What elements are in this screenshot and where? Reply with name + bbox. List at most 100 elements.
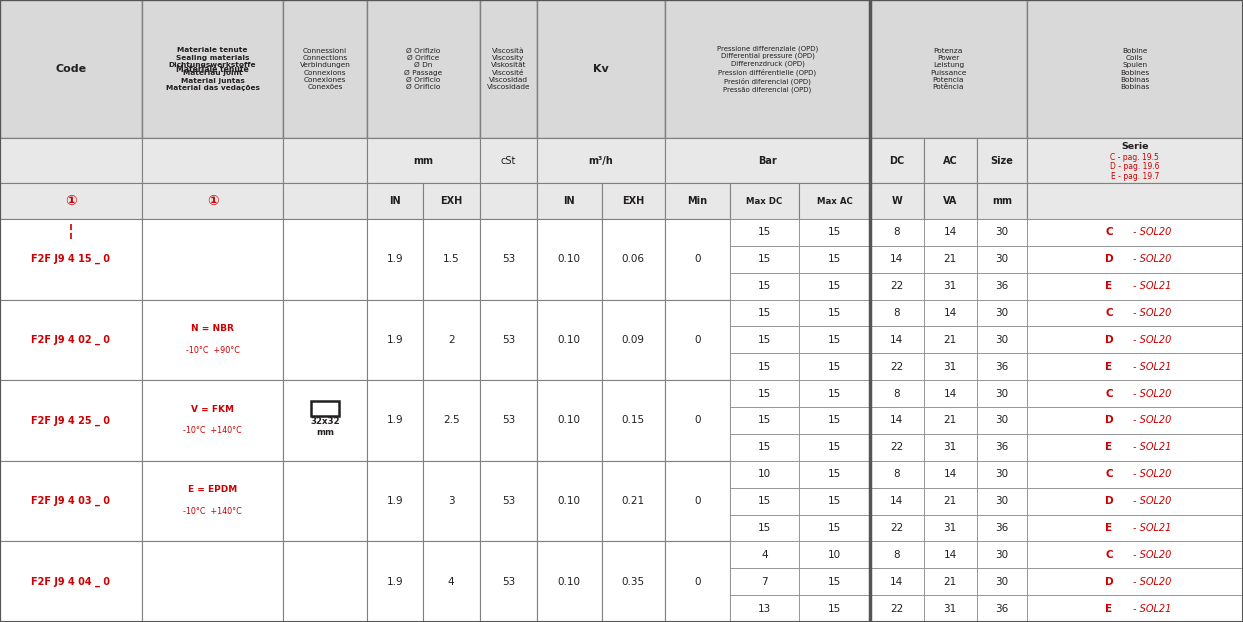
- Bar: [799, 569, 870, 595]
- Bar: [1027, 327, 1243, 353]
- Bar: [870, 461, 924, 488]
- Bar: [0, 219, 142, 300]
- Text: 15: 15: [828, 523, 842, 533]
- Bar: [665, 183, 730, 219]
- Text: 31: 31: [943, 603, 957, 613]
- Text: 3: 3: [447, 496, 455, 506]
- Bar: [1027, 246, 1243, 272]
- Bar: [537, 300, 602, 380]
- Bar: [367, 219, 423, 300]
- Text: DC: DC: [889, 156, 905, 166]
- Text: 15: 15: [758, 389, 771, 399]
- Text: 22: 22: [890, 281, 904, 291]
- Bar: [730, 514, 799, 541]
- Text: 8: 8: [894, 389, 900, 399]
- Text: 21: 21: [943, 577, 957, 587]
- Text: 14: 14: [943, 389, 957, 399]
- Text: -10°C  +90°C: -10°C +90°C: [185, 346, 240, 355]
- Text: - SOL20: - SOL20: [1132, 254, 1171, 264]
- Bar: [602, 300, 665, 380]
- Text: m³/h: m³/h: [589, 156, 613, 166]
- Bar: [283, 219, 367, 300]
- Bar: [924, 461, 977, 488]
- Text: 30: 30: [996, 469, 1008, 479]
- Text: - SOL21: - SOL21: [1132, 442, 1171, 452]
- Text: 14: 14: [890, 335, 904, 345]
- Text: -10°C  +140°C: -10°C +140°C: [183, 507, 242, 516]
- Text: E: E: [1105, 603, 1112, 613]
- Text: E: E: [1105, 442, 1112, 452]
- Bar: [977, 138, 1027, 183]
- Bar: [870, 300, 924, 327]
- Bar: [537, 219, 602, 300]
- Text: 0.15: 0.15: [622, 415, 645, 425]
- Bar: [602, 183, 665, 219]
- Text: 22: 22: [890, 362, 904, 372]
- Text: 0.10: 0.10: [558, 577, 580, 587]
- Text: 0.35: 0.35: [622, 577, 645, 587]
- Bar: [423, 300, 480, 380]
- Bar: [367, 300, 423, 380]
- Bar: [423, 541, 480, 622]
- Bar: [977, 595, 1027, 622]
- Bar: [924, 272, 977, 300]
- Bar: [0, 300, 142, 380]
- Bar: [977, 488, 1027, 514]
- Text: 0: 0: [694, 335, 701, 345]
- Bar: [1027, 353, 1243, 380]
- Text: 8: 8: [894, 308, 900, 318]
- Bar: [799, 353, 870, 380]
- Bar: [537, 461, 602, 541]
- Text: - SOL20: - SOL20: [1132, 469, 1171, 479]
- Bar: [142, 541, 283, 622]
- Text: 31: 31: [943, 362, 957, 372]
- Text: Serie: Serie: [1121, 142, 1149, 151]
- Text: 30: 30: [996, 228, 1008, 238]
- Text: Code: Code: [55, 64, 87, 74]
- Text: Max AC: Max AC: [817, 197, 853, 206]
- Text: E = EPDM: E = EPDM: [188, 485, 237, 494]
- Bar: [142, 183, 283, 219]
- Bar: [0, 0, 142, 138]
- Bar: [665, 300, 730, 380]
- Bar: [799, 407, 870, 434]
- Bar: [730, 461, 799, 488]
- Bar: [870, 380, 924, 407]
- Text: - SOL20: - SOL20: [1132, 496, 1171, 506]
- Bar: [480, 541, 537, 622]
- Text: 0: 0: [694, 254, 701, 264]
- Bar: [730, 434, 799, 461]
- Text: 30: 30: [996, 389, 1008, 399]
- Text: 22: 22: [890, 523, 904, 533]
- Bar: [870, 246, 924, 272]
- Bar: [924, 407, 977, 434]
- Bar: [1027, 407, 1243, 434]
- Bar: [367, 138, 480, 183]
- Bar: [977, 219, 1027, 246]
- Text: 15: 15: [758, 281, 771, 291]
- Text: 15: 15: [828, 362, 842, 372]
- Text: C: C: [1105, 308, 1112, 318]
- Text: 15: 15: [828, 469, 842, 479]
- Bar: [480, 138, 537, 183]
- Bar: [367, 461, 423, 541]
- Bar: [1027, 541, 1243, 569]
- Text: Min: Min: [687, 196, 707, 207]
- Text: F2F J9 4 25 _ 0: F2F J9 4 25 _ 0: [31, 415, 111, 425]
- Text: 1.9: 1.9: [387, 496, 403, 506]
- Bar: [602, 461, 665, 541]
- Bar: [977, 461, 1027, 488]
- Text: 30: 30: [996, 550, 1008, 560]
- Text: AC: AC: [943, 156, 957, 166]
- Text: F2F J9 4 02 _ 0: F2F J9 4 02 _ 0: [31, 335, 111, 345]
- Bar: [977, 300, 1027, 327]
- Text: 53: 53: [502, 335, 515, 345]
- Bar: [480, 0, 537, 138]
- Bar: [924, 380, 977, 407]
- Text: 0.10: 0.10: [558, 335, 580, 345]
- Text: Max DC: Max DC: [746, 197, 783, 206]
- Bar: [924, 541, 977, 569]
- Bar: [799, 183, 870, 219]
- Bar: [977, 272, 1027, 300]
- Text: 15: 15: [758, 362, 771, 372]
